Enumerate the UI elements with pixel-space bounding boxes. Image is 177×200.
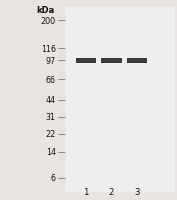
Text: 116: 116 (41, 45, 56, 53)
Text: 2: 2 (109, 187, 114, 196)
FancyBboxPatch shape (101, 59, 122, 64)
Text: 1: 1 (83, 187, 89, 196)
Text: 200: 200 (41, 17, 56, 25)
Text: 6: 6 (51, 174, 56, 182)
FancyBboxPatch shape (65, 8, 175, 192)
FancyBboxPatch shape (76, 59, 96, 64)
Text: 14: 14 (46, 148, 56, 156)
FancyBboxPatch shape (127, 59, 147, 64)
Text: 22: 22 (45, 130, 56, 138)
Text: 66: 66 (46, 76, 56, 84)
Text: kDa: kDa (36, 6, 54, 15)
Text: 31: 31 (46, 113, 56, 121)
Text: 3: 3 (134, 187, 140, 196)
Text: 44: 44 (46, 96, 56, 104)
Text: 97: 97 (45, 57, 56, 65)
